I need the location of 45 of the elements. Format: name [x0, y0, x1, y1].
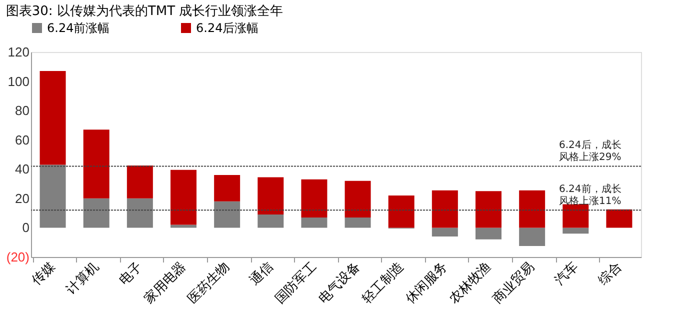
x-tick-label: 计算机 [64, 260, 102, 298]
bar [562, 228, 589, 234]
y-tick-label: 0 [22, 220, 30, 236]
bar [519, 228, 546, 246]
bar [301, 217, 328, 228]
x-tick-label: 通信 [247, 260, 276, 289]
x-tick-label: 电子 [116, 260, 146, 289]
y-tick-label: 20 [15, 190, 30, 206]
x-tick-label: 综合 [596, 260, 625, 289]
y-tick-label: (20) [6, 250, 30, 264]
y-tick-label: 60 [15, 132, 30, 148]
y-tick-label: 100 [8, 74, 30, 89]
ref-line-label: 6.24后，成长风格上涨29% [559, 139, 622, 164]
bar [214, 175, 240, 202]
bar [301, 179, 328, 218]
bar [432, 190, 458, 228]
bar [344, 217, 371, 228]
x-tick-label: 医药生物 [185, 260, 233, 307]
bar [258, 177, 284, 215]
y-tick-label: 120 [8, 44, 30, 60]
legend-label: 6.24前涨幅 [47, 21, 110, 35]
bar [83, 130, 110, 198]
bar [562, 204, 589, 228]
bar [432, 228, 458, 236]
x-tick-label: 汽车 [552, 260, 582, 289]
y-tick-label: 80 [15, 103, 30, 118]
bar [344, 180, 371, 218]
bar [606, 209, 632, 228]
bar [476, 191, 502, 228]
legend-label: 6.24后涨幅 [196, 21, 259, 35]
bar [476, 228, 502, 240]
bar [170, 170, 196, 225]
x-tick-label: 商业贸易 [490, 260, 538, 307]
bar [519, 190, 546, 228]
bar [388, 196, 414, 228]
bar [83, 198, 110, 228]
bar [214, 201, 240, 228]
y-tick-label: 40 [15, 162, 30, 177]
bar [126, 165, 153, 198]
bar [40, 164, 66, 228]
bar [40, 71, 66, 165]
bar [126, 198, 153, 228]
bar [258, 214, 284, 228]
chart-title: 图表30: 以传媒为代表的TMT 成长行业领涨全年 [6, 4, 284, 19]
x-tick-label: 传媒 [29, 260, 58, 289]
